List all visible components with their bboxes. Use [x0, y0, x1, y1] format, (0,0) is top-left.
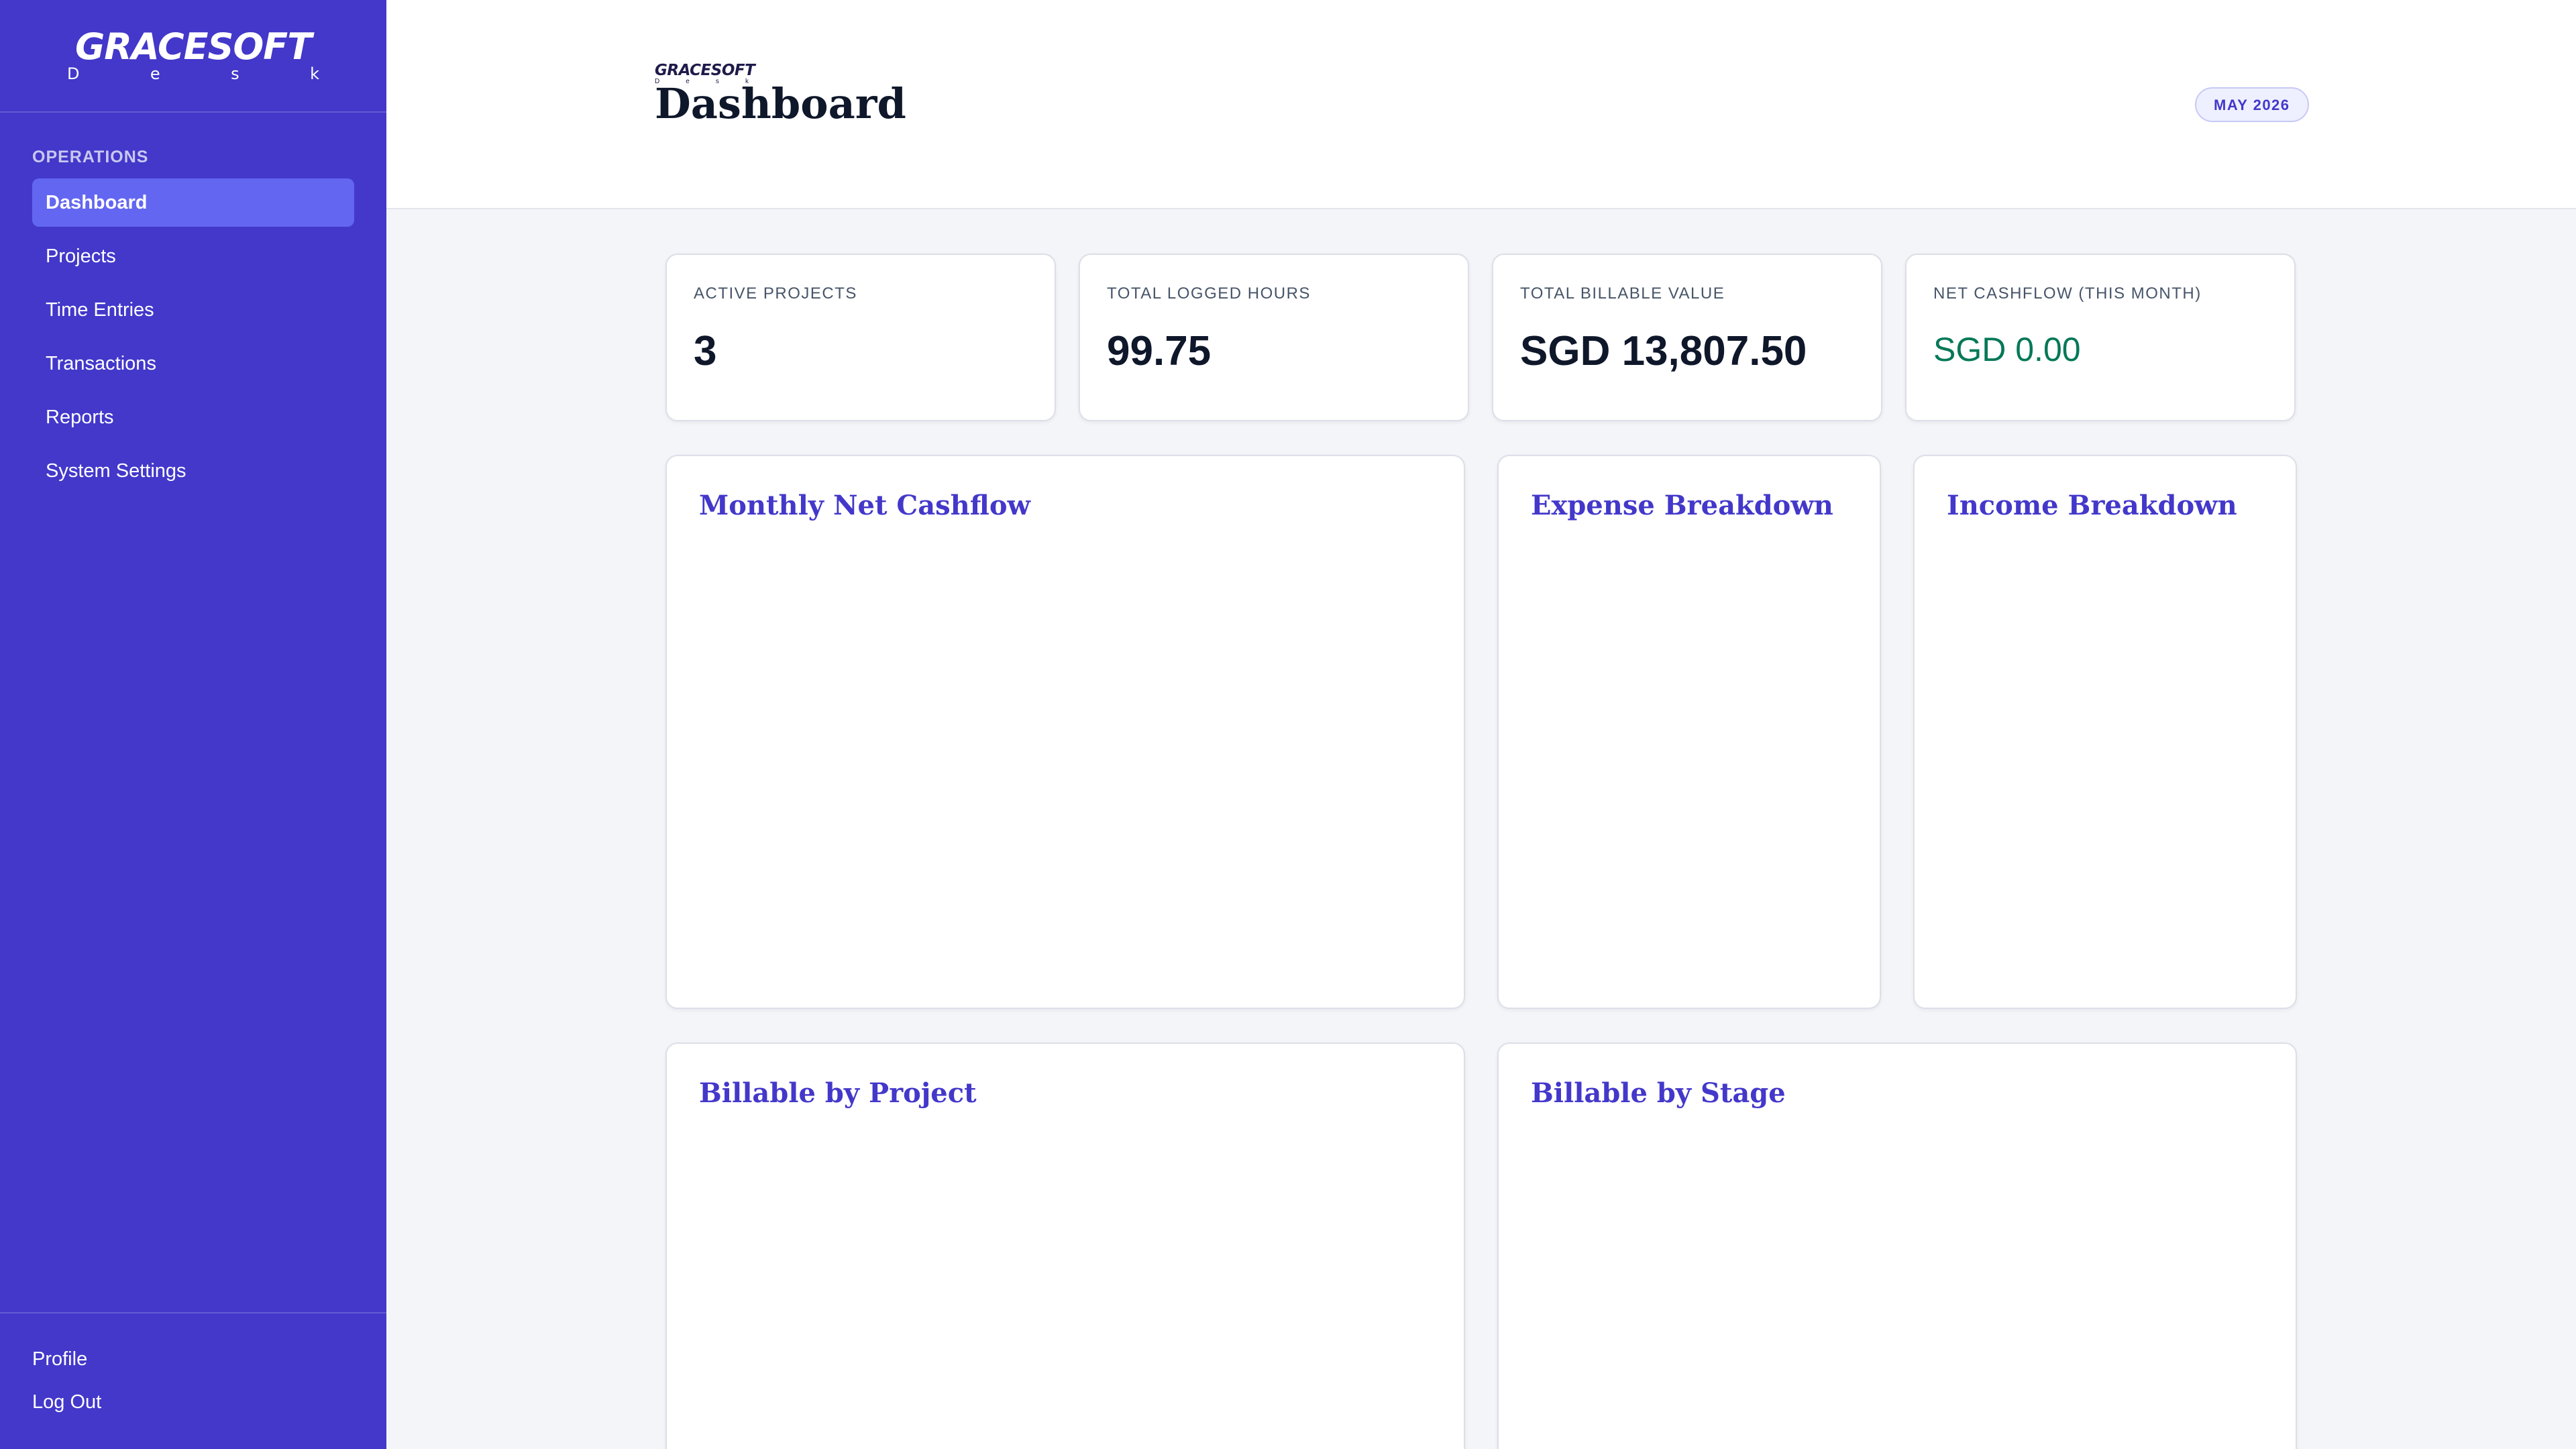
- stat-label: TOTAL LOGGED HOURS: [1107, 284, 1311, 303]
- page-header: GRACESOFT D e s k Dashboard MAY 2026: [386, 0, 2576, 209]
- stat-value: 99.75: [1107, 328, 1212, 374]
- header-logo: GRACESOFT D e s k: [655, 62, 755, 85]
- chart-card-expense-breakdown: Expense Breakdown: [1497, 455, 1881, 1009]
- logout-link[interactable]: Log Out: [32, 1391, 102, 1413]
- chart-title: Expense Breakdown: [1531, 490, 1833, 521]
- stat-value: SGD 0.00: [1933, 331, 2081, 368]
- chart-title: Monthly Net Cashflow: [699, 490, 1030, 521]
- sidebar-bottom: Profile Log Out: [0, 1312, 386, 1449]
- header-logo-sub-letter: D: [655, 78, 660, 85]
- chart-card-income-breakdown: Income Breakdown: [1913, 455, 2297, 1009]
- header-logo-sub-letter: e: [686, 78, 690, 85]
- brand-subtitle: D e s k: [67, 64, 319, 83]
- header-logo-sub-letter: k: [745, 78, 749, 85]
- header-logo-name: GRACESOFT: [655, 62, 755, 79]
- chart-card-monthly-net-cashflow: Monthly Net Cashflow: [665, 455, 1465, 1009]
- brand-logo[interactable]: GRACESOFT D e s k: [0, 0, 386, 113]
- profile-link[interactable]: Profile: [32, 1348, 88, 1370]
- sidebar-item-time-entries[interactable]: Time Entries: [46, 299, 154, 321]
- sidebar-item-projects[interactable]: Projects: [46, 246, 116, 267]
- stat-card-total-billable-value: TOTAL BILLABLE VALUE SGD 13,807.50: [1492, 254, 1882, 421]
- chart-card-billable-by-stage: Billable by Stage: [1497, 1042, 2297, 1449]
- stat-label: NET CASHFLOW (THIS MONTH): [1933, 284, 2202, 303]
- stat-card-net-cashflow: NET CASHFLOW (THIS MONTH) SGD 0.00: [1905, 254, 2296, 421]
- chart-card-billable-by-project: Billable by Project: [665, 1042, 1465, 1449]
- header-logo-sub-letter: s: [715, 78, 719, 85]
- stat-card-total-logged-hours: TOTAL LOGGED HOURS 99.75: [1079, 254, 1469, 421]
- sidebar-item-dashboard[interactable]: Dashboard: [32, 178, 354, 227]
- chart-title: Billable by Project: [699, 1077, 977, 1109]
- stat-card-active-projects: ACTIVE PROJECTS 3: [665, 254, 1056, 421]
- sidebar: GRACESOFT D e s k OPERATIONS Dashboard P…: [0, 0, 386, 1449]
- sidebar-nav: Dashboard Projects Time Entries Transact…: [32, 178, 354, 500]
- chart-title: Billable by Stage: [1531, 1077, 1786, 1109]
- sidebar-item-system-settings[interactable]: System Settings: [46, 460, 186, 482]
- nav-section-label: OPERATIONS: [32, 148, 149, 166]
- brand-sub-letter: D: [67, 64, 80, 83]
- stat-label: ACTIVE PROJECTS: [694, 284, 857, 303]
- stat-label: TOTAL BILLABLE VALUE: [1520, 284, 1725, 303]
- brand-sub-letter: e: [150, 64, 160, 83]
- brand-name: GRACESOFT: [74, 25, 312, 68]
- brand-sub-letter: s: [231, 64, 239, 83]
- page-title: Dashboard: [655, 79, 906, 128]
- header-logo-subtitle: D e s k: [655, 78, 749, 85]
- stat-value: SGD 13,807.50: [1520, 328, 1807, 374]
- sidebar-item-transactions[interactable]: Transactions: [46, 353, 156, 374]
- stat-value: 3: [694, 328, 717, 374]
- chart-title: Income Breakdown: [1947, 490, 2237, 521]
- brand-sub-letter: k: [310, 64, 319, 83]
- month-badge: MAY 2026: [2195, 87, 2309, 122]
- sidebar-item-reports[interactable]: Reports: [46, 407, 114, 428]
